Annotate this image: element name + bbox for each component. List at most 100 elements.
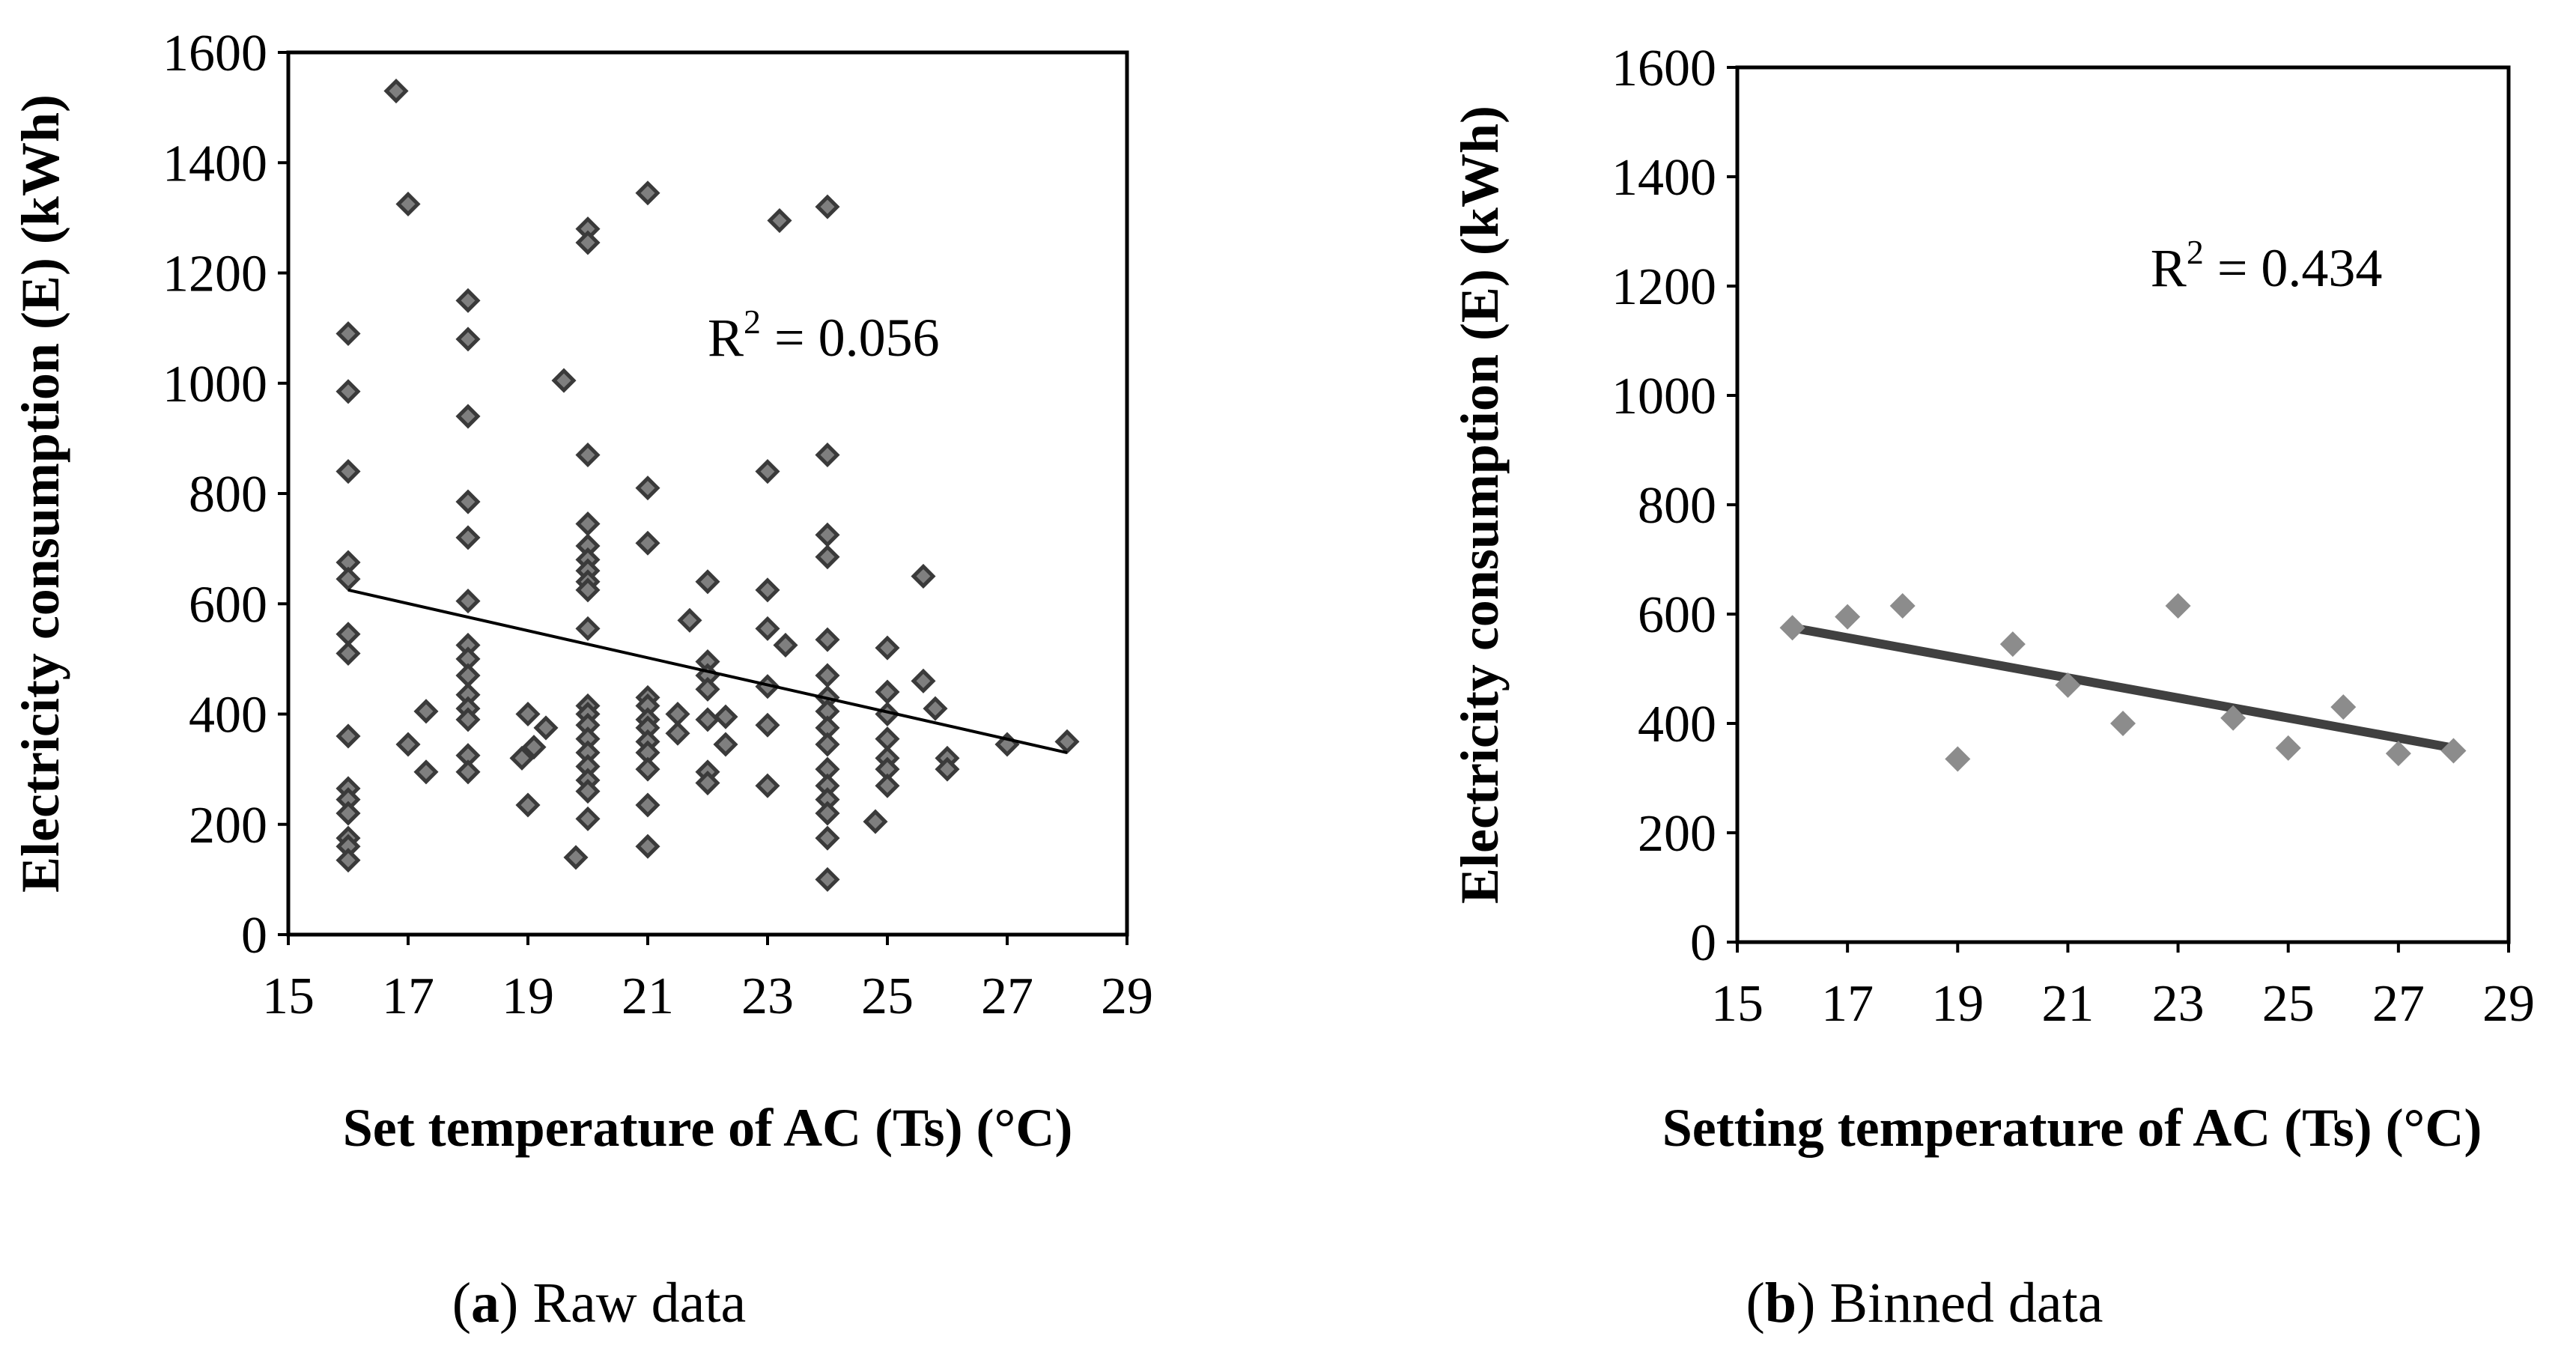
panel-b-y-tick-label: 800 — [1638, 477, 1716, 535]
panel-a-y-tick-label: 600 — [189, 576, 267, 634]
panel-a-data-point — [635, 476, 660, 501]
panel-a-data-point — [575, 511, 601, 537]
panel-a-y-tick-label: 1000 — [162, 356, 267, 413]
panel-a-data-point — [815, 732, 840, 757]
panel-a-data-point — [815, 627, 840, 652]
panel-a-data-point — [455, 759, 481, 785]
panel-b-trendline — [1791, 623, 2455, 753]
panel-a-y-tick-label: 800 — [189, 466, 267, 523]
panel-b-data-point — [1999, 631, 2026, 658]
panel-a-data-point — [863, 809, 888, 834]
panel-a-data-point — [413, 759, 439, 785]
panel-a-data-point — [509, 745, 535, 771]
panel-a-data-point — [665, 701, 690, 727]
panel-a-data-point — [455, 404, 481, 429]
panel-a-x-tick-label: 25 — [861, 968, 914, 1025]
panel-b-data-point — [2275, 735, 2301, 761]
panel-a-y-tick-label: 200 — [189, 797, 267, 854]
panel-b-data-point — [2385, 741, 2411, 767]
panel-a-y-tick-label: 400 — [189, 687, 267, 744]
panel-a-data-point — [575, 806, 601, 831]
panel-a-x-tick-label: 19 — [502, 968, 554, 1025]
panel-b-x-tick-label: 21 — [2041, 975, 2094, 1033]
panel-a-data-point — [335, 723, 361, 749]
panel-a-data-point — [515, 792, 541, 818]
panel-b-data-point — [1835, 604, 1861, 630]
panel-a-data-point — [815, 194, 840, 219]
panel-a-ticks: 15 17 19 21 23 25 27 29 0 200 400 600 800 1000 1200 140… — [162, 25, 1153, 1025]
panel-a-data-point — [755, 712, 780, 738]
panel-a-data-point — [767, 208, 792, 234]
panel-a-data-point — [911, 668, 936, 693]
panel-a-data-point — [455, 489, 481, 514]
panel-b-data-point — [2055, 672, 2081, 698]
panel-a-data-point — [713, 732, 738, 757]
panel-a-data-point — [575, 616, 601, 641]
panel-a-data-point — [875, 726, 900, 752]
panel-b-data-point — [1945, 746, 1971, 772]
panel-a-trendline — [347, 588, 1068, 754]
panel-b-y-axis-label: Electricity consumption (E) (kWh) — [1450, 106, 1510, 904]
panel-b-x-tick-label: 27 — [2372, 975, 2425, 1033]
panel-b-data-point — [2110, 711, 2136, 736]
panel-a-data-point — [695, 676, 720, 702]
panel-a-data-point — [815, 663, 840, 688]
panel-a-data-point — [773, 632, 798, 658]
panel-b-caption: (b) Binned data — [1746, 1272, 2103, 1335]
panel-a-points — [335, 79, 1080, 892]
panel-a-data-point — [815, 866, 840, 892]
panel-a-data-point — [575, 442, 601, 467]
panel-a-y-tick-label: 1600 — [162, 25, 267, 82]
panel-a-data-point — [755, 459, 780, 485]
panel-a-data-point — [383, 79, 409, 104]
panel-a-data-point — [563, 845, 589, 870]
panel-b-points — [1779, 593, 2467, 772]
panel-b-x-tick-label: 17 — [1821, 975, 1874, 1033]
panel-a-data-point — [815, 442, 840, 467]
panel-a-data-point — [935, 756, 960, 782]
panel-a-data-point — [533, 715, 559, 741]
panel-a-data-point — [455, 707, 481, 732]
panel-b-x-tick-label: 23 — [2152, 975, 2205, 1033]
panel-a-data-point — [875, 679, 900, 705]
panel-a-data-point — [515, 701, 541, 727]
panel-a-data-point — [911, 563, 936, 589]
panel-a-x-axis-label: Set temperature of AC (Ts) (°C) — [343, 1098, 1073, 1158]
panel-a-data-point — [695, 770, 720, 796]
panel-b-y-tick-label: 1200 — [1611, 258, 1716, 316]
panel-b-plot-frame — [1735, 65, 2511, 944]
panel-a-data-point — [815, 544, 840, 570]
panel-a-data-point — [875, 773, 900, 798]
panel-a-data-point — [815, 801, 840, 826]
panel-b-y-tick-label: 600 — [1638, 586, 1716, 644]
panel-a-data-point — [521, 735, 547, 760]
panel-a-data-point — [335, 848, 361, 873]
panel-a-data-point — [455, 525, 481, 550]
panel-a-data-point — [575, 779, 601, 804]
panel-b-x-tick-label: 29 — [2482, 975, 2535, 1033]
panel-a-x-tick-label: 17 — [382, 968, 434, 1025]
panel-a-plot-frame — [286, 50, 1129, 937]
panel-a-data-point — [335, 640, 361, 667]
panel-b-y-tick-label: 1000 — [1611, 368, 1716, 425]
panel-a-y-tick-label: 1200 — [162, 246, 267, 303]
panel-a-y-axis-label: Electricity consumption (E) (kWh) — [10, 94, 70, 893]
panel-a-data-point — [635, 792, 660, 818]
panel-a-x-tick-label: 27 — [981, 968, 1033, 1025]
panel-a-x-tick-label: 23 — [741, 968, 794, 1025]
panel-a-data-point — [755, 616, 780, 641]
panel-a-data-point — [1054, 729, 1080, 754]
panel-a-data-point — [713, 704, 738, 729]
panel-a-data-point — [335, 801, 361, 826]
panel-b-binned-data: 15 17 19 21 23 25 27 29 0 200 400 600 800 1000 1200 140… — [1450, 40, 2535, 1335]
panel-b-r-squared: R2 = 0.434 — [2151, 233, 2383, 298]
panel-a-data-point — [335, 459, 361, 485]
panel-b-data-point — [1889, 593, 1916, 619]
panel-a-data-point — [335, 321, 361, 347]
panel-a-data-point — [755, 773, 780, 798]
panel-b-x-tick-label: 19 — [1931, 975, 1984, 1033]
panel-a-data-point — [875, 635, 900, 661]
panel-a-data-point — [551, 368, 577, 393]
panel-b-data-point — [2330, 694, 2357, 720]
panel-b-y-tick-label: 400 — [1638, 696, 1716, 753]
